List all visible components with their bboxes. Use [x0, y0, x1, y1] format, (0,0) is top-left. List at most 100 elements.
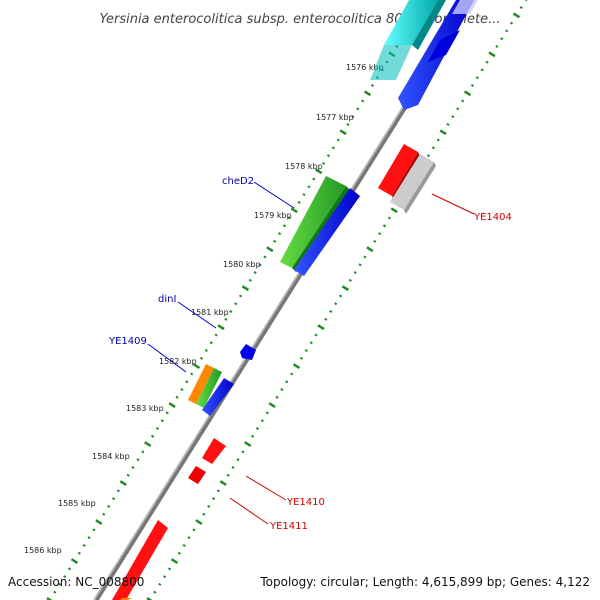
tick-mark [331, 146, 335, 150]
gene-label-cheD2[interactable]: cheD2 [222, 176, 254, 187]
gene-dinI[interactable] [240, 344, 256, 360]
tick-mark [87, 536, 91, 540]
tick-mark [77, 551, 81, 555]
tick-mark [231, 465, 235, 469]
forward-gene[interactable] [428, 30, 460, 62]
gene-chemotaxis-green[interactable] [280, 176, 346, 268]
tick-mark [470, 83, 475, 87]
tick-mark [199, 356, 204, 360]
tick-mark [158, 582, 162, 586]
pseudo-gene[interactable] [390, 154, 434, 210]
tick-mark [204, 349, 208, 353]
tick-mark [485, 60, 489, 64]
tick-mark [480, 68, 484, 72]
tick-mark [63, 575, 67, 579]
tick-mark [95, 519, 103, 525]
genome-summary-text: Topology: circular; Length: 4,615,899 bp… [259, 575, 590, 589]
reverse-gene[interactable] [378, 144, 418, 196]
gene-green-small[interactable] [196, 368, 222, 408]
gene-ye1409-orange[interactable] [188, 364, 214, 404]
tick-mark [131, 465, 135, 469]
reverse-gene[interactable] [112, 520, 168, 600]
tick-mark [244, 441, 252, 447]
tick-mark [211, 497, 216, 501]
tick-mark [346, 122, 350, 126]
tick-mark [321, 161, 326, 165]
label-leaders [147, 181, 475, 525]
gene-label-ye1410[interactable]: YE1410 [286, 497, 325, 508]
tick-mark [216, 489, 221, 493]
pseudo-gene-edge [404, 162, 436, 214]
tick-mark [116, 489, 121, 493]
gene-label-ye1404[interactable]: YE1404 [473, 212, 512, 223]
tick-mark [273, 239, 277, 243]
gene-chemotaxis-green-edge [292, 186, 350, 272]
tick-mark [297, 200, 301, 204]
tick-mark [512, 12, 521, 19]
tick-mark [426, 154, 431, 158]
tick-mark [329, 310, 333, 314]
tick-mark [160, 419, 164, 423]
tick-mark [67, 567, 72, 571]
tick-mark [436, 138, 440, 142]
kbp-label: 1582 kbp [159, 357, 197, 366]
tick-mark [265, 411, 269, 415]
tick-mark [361, 99, 365, 103]
inner-tick-track [146, 0, 528, 600]
tick-mark [266, 246, 274, 253]
rna-feature-edge [412, 0, 446, 50]
tick-mark [382, 224, 387, 228]
tick-mark [214, 333, 218, 337]
tick-mark [180, 388, 184, 392]
kbp-label: 1578 kbp [285, 162, 323, 171]
gene-label-dinI[interactable]: dinI [158, 294, 176, 305]
tick-mark [509, 21, 514, 25]
tick-mark [341, 285, 350, 292]
tick-mark [82, 543, 86, 547]
highlight-box [452, 0, 478, 14]
tick-mark [70, 558, 79, 564]
tick-mark [268, 402, 276, 409]
tick-mark [185, 380, 189, 384]
tick-mark [136, 458, 140, 462]
map-title: Yersinia enterocolitica subsp. enterocol… [99, 12, 500, 27]
tick-mark [241, 450, 245, 454]
tick-mark [326, 154, 331, 158]
tick-mark [280, 388, 284, 392]
tick-mark [241, 285, 250, 292]
forward-gene[interactable] [294, 188, 360, 276]
tick-mark [202, 512, 206, 516]
gene-label-ye1409[interactable]: YE1409 [108, 336, 147, 347]
reverse-gene[interactable] [188, 466, 206, 484]
tick-mark [168, 402, 176, 409]
gene-label-ye1411[interactable]: YE1411 [269, 521, 308, 532]
tick-mark [234, 302, 238, 306]
tick-mark [363, 255, 367, 259]
kbp-label: 1585 kbp [58, 499, 96, 508]
tick-mark [177, 551, 181, 555]
tick-mark [253, 271, 257, 275]
rna-feature[interactable] [370, 45, 412, 80]
tick-mark [255, 426, 260, 431]
tick-mark [236, 458, 240, 462]
tick-mark [150, 434, 155, 438]
tick-mark [46, 597, 53, 600]
tick-mark [307, 185, 311, 189]
tick-mark [451, 115, 455, 119]
tick-mark [456, 107, 460, 111]
rna-feature[interactable] [384, 0, 438, 45]
forward-gene[interactable] [202, 378, 234, 416]
tick-mark [144, 441, 152, 447]
tick-mark [312, 177, 316, 181]
tick-mark [338, 294, 343, 298]
tick-mark [260, 419, 264, 423]
tick-mark [351, 115, 355, 119]
tick-mark [314, 333, 318, 337]
tick-mark [141, 450, 145, 454]
tick-mark [278, 232, 282, 236]
tick-mark [226, 473, 230, 477]
tick-mark [315, 168, 323, 175]
tick-mark [290, 207, 298, 214]
reverse-gene[interactable] [202, 438, 226, 464]
tick-mark [92, 528, 96, 532]
